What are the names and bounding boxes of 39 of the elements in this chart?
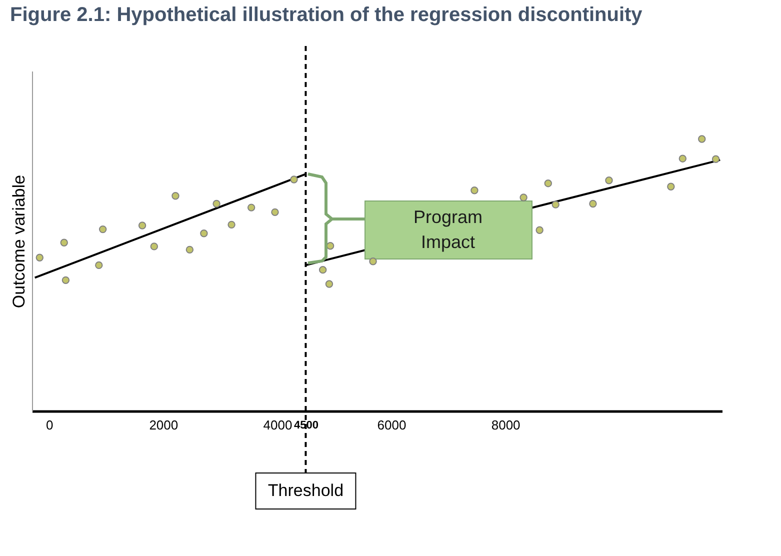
y-axis-title: Outcome variable xyxy=(10,174,28,308)
point xyxy=(536,226,544,234)
x-tick-label: 6000 xyxy=(377,418,406,432)
point xyxy=(712,155,720,163)
point xyxy=(318,266,327,274)
point xyxy=(544,179,552,188)
point xyxy=(60,238,68,246)
point xyxy=(172,192,180,200)
annotation: Program Impact xyxy=(413,207,483,252)
point xyxy=(98,225,107,234)
point xyxy=(325,280,334,288)
point xyxy=(212,200,220,208)
point xyxy=(62,276,70,284)
point xyxy=(698,135,706,143)
point xyxy=(290,176,298,184)
point xyxy=(95,261,103,270)
point xyxy=(605,176,613,184)
point xyxy=(678,154,687,162)
point xyxy=(667,182,675,190)
point xyxy=(589,200,597,208)
point xyxy=(186,246,194,254)
point xyxy=(200,230,208,238)
point xyxy=(138,222,146,230)
x-tick-label: 4500 xyxy=(294,420,318,432)
ref-line-label: Threshold xyxy=(268,481,344,500)
x-tick-label: 0 xyxy=(46,418,54,432)
point xyxy=(150,242,158,250)
x-tick-label: 8000 xyxy=(491,418,520,432)
x-tick-label: 2000 xyxy=(149,418,178,432)
point xyxy=(271,208,279,216)
point xyxy=(247,204,256,212)
point xyxy=(552,200,560,208)
point xyxy=(228,220,236,229)
point xyxy=(470,186,478,194)
point xyxy=(520,194,528,202)
point xyxy=(369,258,377,266)
x-tick-label: 4000 xyxy=(263,418,292,432)
chart-title: Figure 2.1: Hypothetical illustration of the regression discontinuity xyxy=(10,4,644,26)
point xyxy=(36,254,44,262)
